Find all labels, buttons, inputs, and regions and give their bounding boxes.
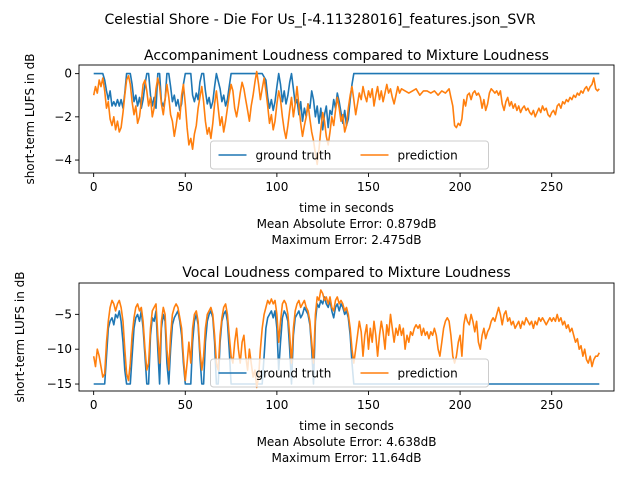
mean-absolute-error-note: Mean Absolute Error: 0.879dB (257, 217, 437, 231)
maximum-error-note: Maximum Error: 11.64dB (271, 451, 421, 465)
prediction-line (92, 289, 601, 389)
x-tick-label: 0 (90, 398, 98, 412)
y-axis-label: short-term LUFS in dB (13, 271, 27, 402)
x-tick-label: 100 (265, 398, 288, 412)
chart-title: Vocal Loudness compared to Mixture Loudn… (182, 265, 510, 281)
y-tick-label: −2 (54, 110, 72, 124)
ground-truth-line (93, 72, 600, 131)
y-tick-label: −10 (47, 342, 72, 356)
legend: ground truth prediction (210, 358, 489, 388)
plot-frame (78, 282, 615, 392)
prediction-line (92, 70, 600, 166)
legend-label-ground-truth: ground truth (256, 149, 332, 163)
figure-suptitle: Celestial Shore - Die For Us_[-4.1132801… (104, 12, 535, 28)
y-tick-label: −4 (54, 153, 72, 167)
x-tick-label: 200 (449, 398, 472, 412)
legend-label-prediction: prediction (398, 367, 458, 381)
legend-box (210, 358, 489, 388)
x-tick-label: 100 (265, 180, 288, 194)
legend: ground truth prediction (210, 140, 489, 170)
x-tick-label: 150 (357, 398, 380, 412)
x-axis-label: time in seconds (299, 201, 394, 215)
legend-label-ground-truth: ground truth (256, 367, 332, 381)
legend-label-prediction: prediction (398, 149, 458, 163)
y-axis-label: short-term LUFS in dB (23, 53, 37, 184)
x-tick-label: 150 (357, 180, 380, 194)
vocal-loudness-chart: Vocal Loudness compared to Mixture Loudn… (13, 265, 615, 465)
x-tick-label: 50 (178, 398, 193, 412)
chart-title: Accompaniment Loudness compared to Mixtu… (144, 48, 549, 64)
y-tick-label: 0 (64, 67, 72, 81)
plot-area (92, 70, 600, 166)
x-tick-label: 250 (540, 398, 563, 412)
x-tick-label: 50 (178, 180, 193, 194)
x-tick-label: 0 (90, 180, 98, 194)
maximum-error-note: Maximum Error: 2.475dB (271, 233, 421, 247)
accompaniment-loudness-chart: Accompaniment Loudness compared to Mixtu… (23, 48, 615, 247)
plot-frame (78, 64, 615, 174)
mean-absolute-error-note: Mean Absolute Error: 4.638dB (257, 435, 437, 449)
legend-box (210, 140, 489, 170)
y-tick-label: −5 (54, 307, 72, 321)
x-tick-label: 200 (449, 180, 472, 194)
x-tick-label: 250 (540, 180, 563, 194)
x-axis-label: time in seconds (299, 419, 394, 433)
y-tick-label: −15 (47, 377, 72, 391)
